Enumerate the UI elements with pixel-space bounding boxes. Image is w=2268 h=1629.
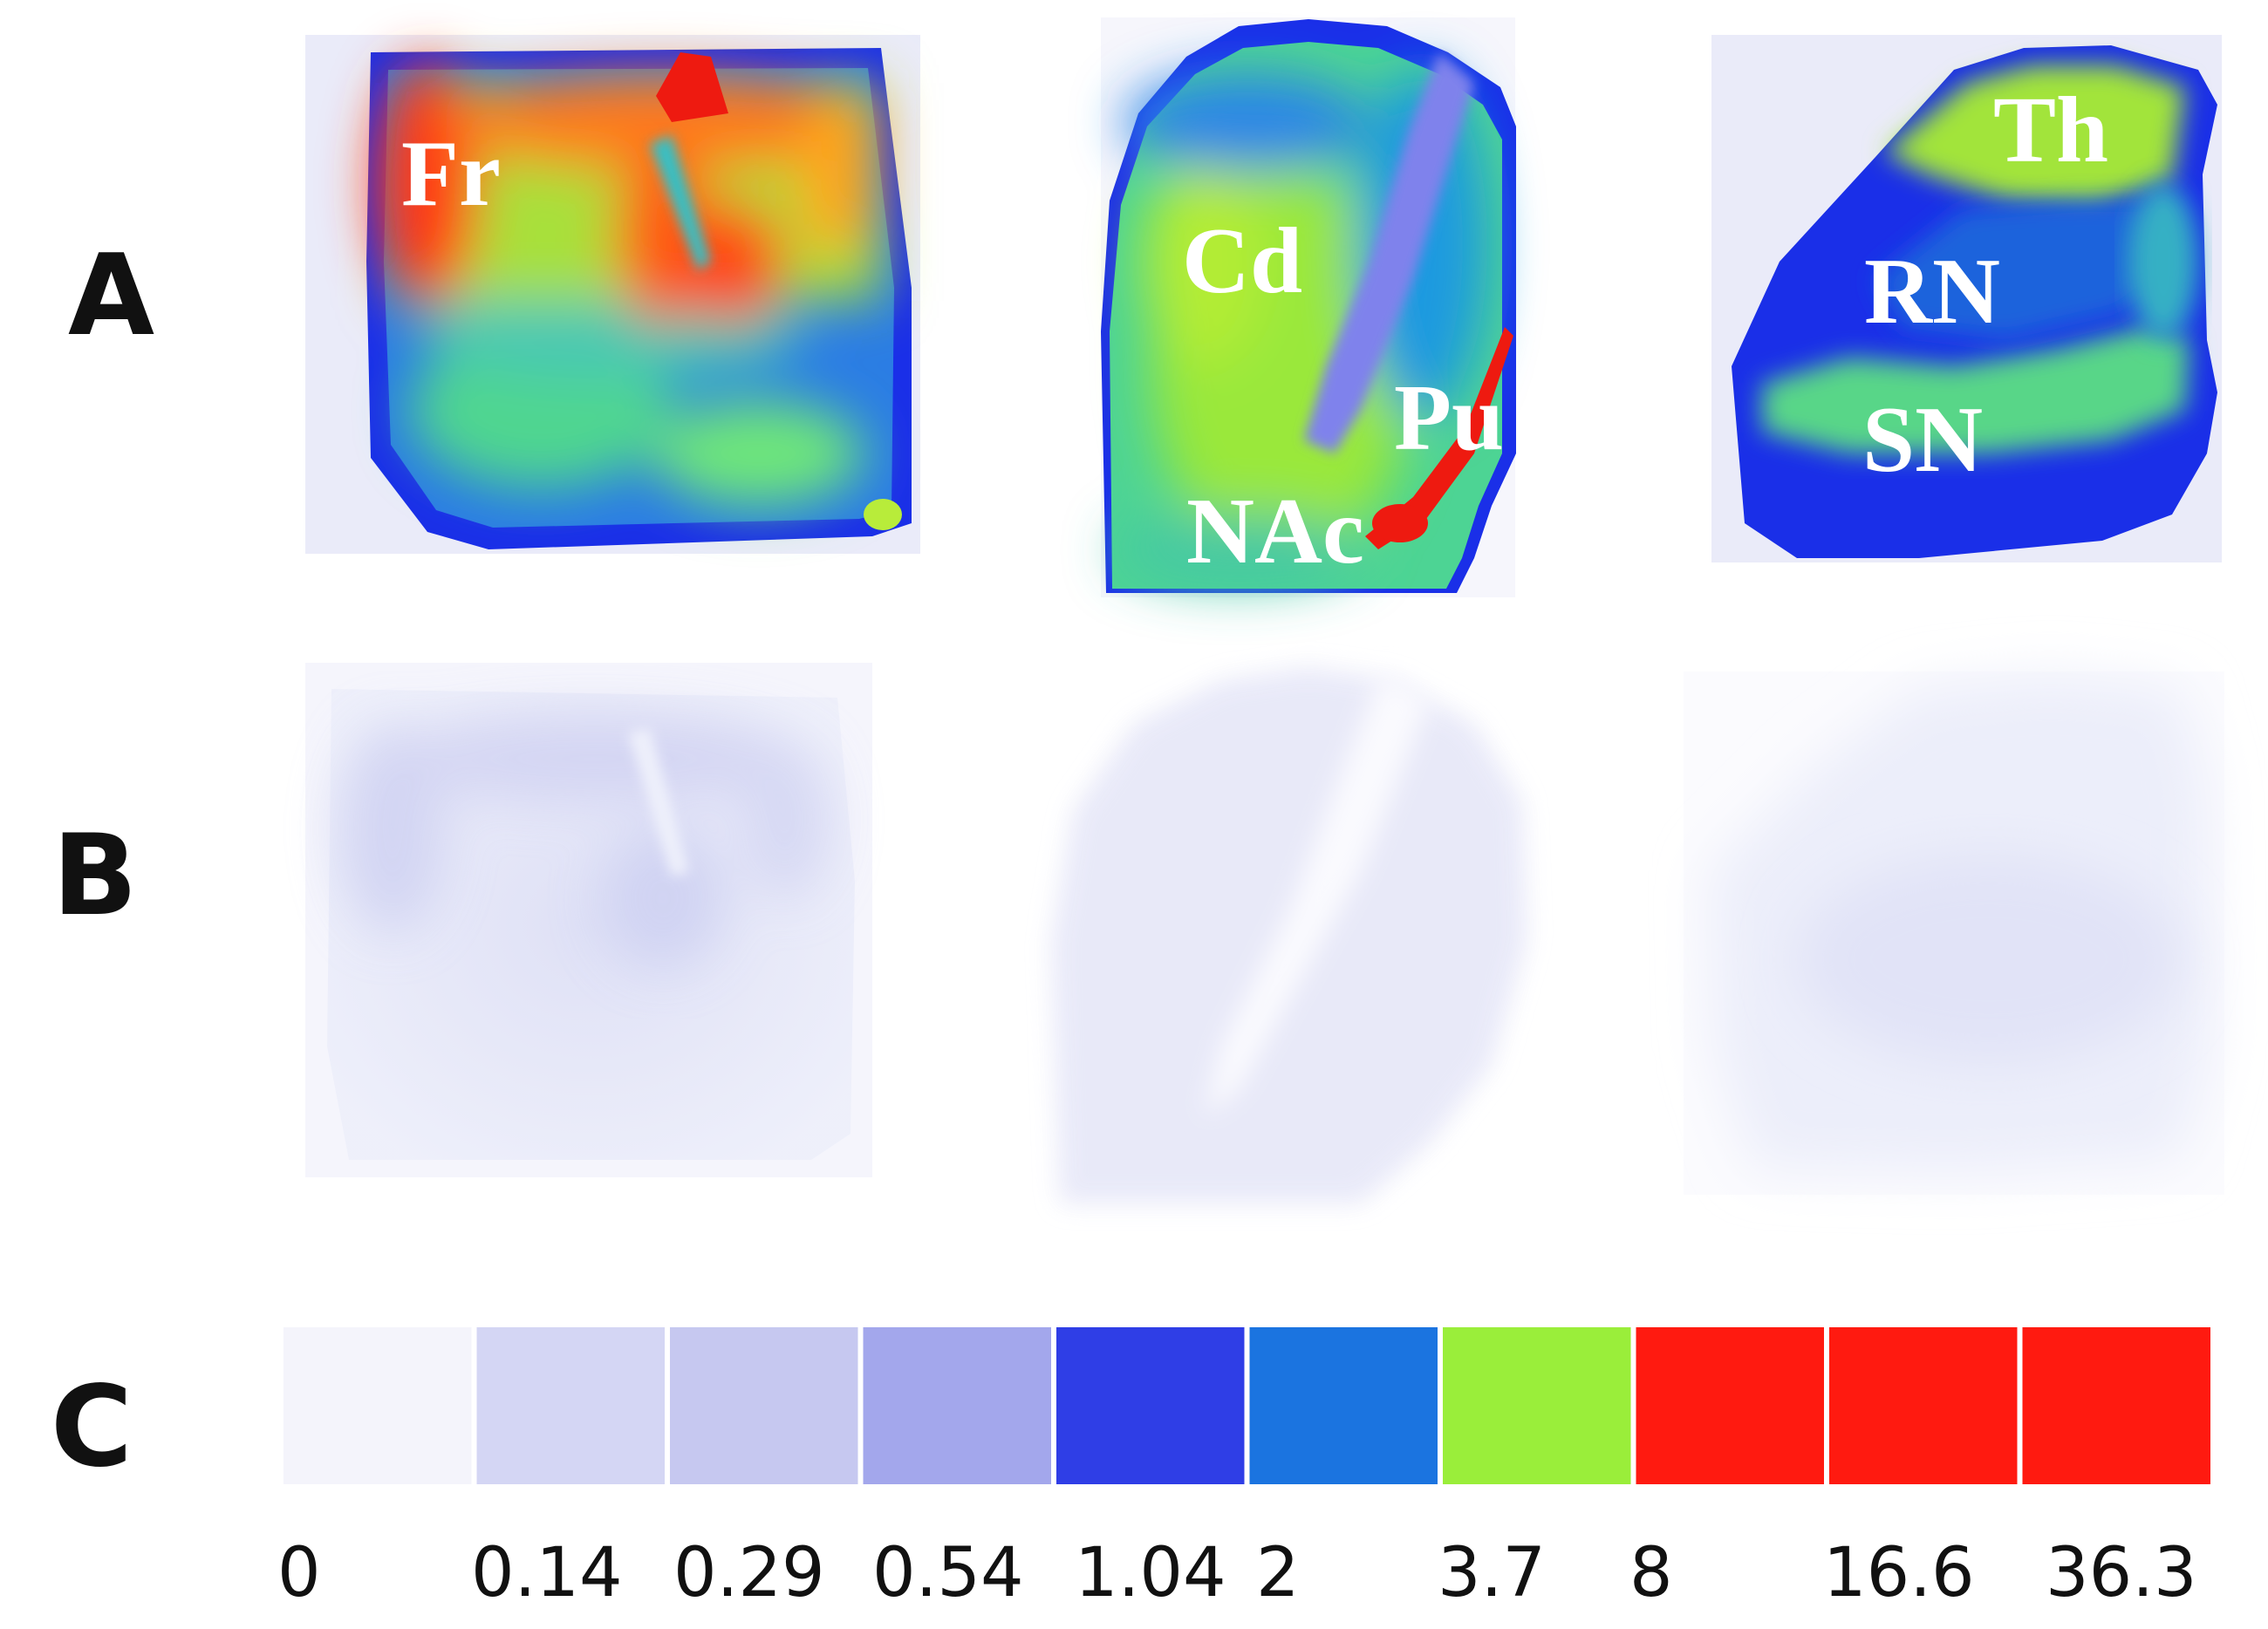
region-label-sn: SN	[1862, 388, 1983, 492]
region-label-th: Th	[1993, 78, 2108, 182]
scale-tick-label: 0.54	[872, 1534, 1024, 1612]
scale-swatch	[863, 1327, 1051, 1484]
panel-label-c: C	[51, 1362, 133, 1492]
region-label-cd: Cd	[1182, 209, 1302, 313]
scale-tick-label: 36.3	[2046, 1534, 2197, 1612]
scale-tick-label: 0	[277, 1534, 321, 1612]
section-midbrain-b	[1684, 671, 2224, 1195]
scale-tick-label: 8	[1629, 1534, 1673, 1612]
region-label-rn: RN	[1864, 240, 2000, 344]
scale-tick-label: 16.6	[1823, 1534, 1975, 1612]
scale-swatch	[2022, 1327, 2210, 1484]
intensity-scale: 0 0.14 0.29 0.54 1.04 2 3.7 8 16.6 36.3	[277, 1327, 2210, 1612]
section-striatum-b	[1038, 645, 1535, 1212]
scale-tick-labels: 0 0.14 0.29 0.54 1.04 2 3.7 8 16.6 36.3	[277, 1534, 2197, 1612]
scale-swatches	[284, 1327, 2210, 1484]
scale-tick-label: 1.04	[1075, 1534, 1226, 1612]
scale-tick-label: 3.7	[1438, 1534, 1546, 1612]
region-label-pu: Pu	[1394, 366, 1504, 470]
region-label-nac: NAc	[1186, 480, 1364, 583]
scale-swatch	[1249, 1327, 1438, 1484]
scale-swatch	[1829, 1327, 2018, 1484]
scale-swatch	[1056, 1327, 1245, 1484]
section-midbrain-a: Th RN SN	[1711, 35, 2222, 562]
scale-swatch	[1443, 1327, 1631, 1484]
section-frontal-a: Fr	[305, 35, 920, 554]
panel-label-b: B	[52, 811, 138, 941]
scale-tick-label: 0.29	[673, 1534, 825, 1612]
scale-swatch	[1636, 1327, 1824, 1484]
scale-swatch	[284, 1327, 472, 1484]
section-striatum-a: Cd Pu NAc	[1101, 17, 1516, 597]
panel-label-a: A	[68, 231, 154, 361]
section-frontal-b	[305, 663, 872, 1177]
scale-swatch	[670, 1327, 858, 1484]
scale-tick-label: 0.14	[471, 1534, 623, 1612]
scale-tick-label: 2	[1256, 1534, 1300, 1612]
region-label-fr: Fr	[401, 122, 501, 226]
scale-swatch	[476, 1327, 665, 1484]
